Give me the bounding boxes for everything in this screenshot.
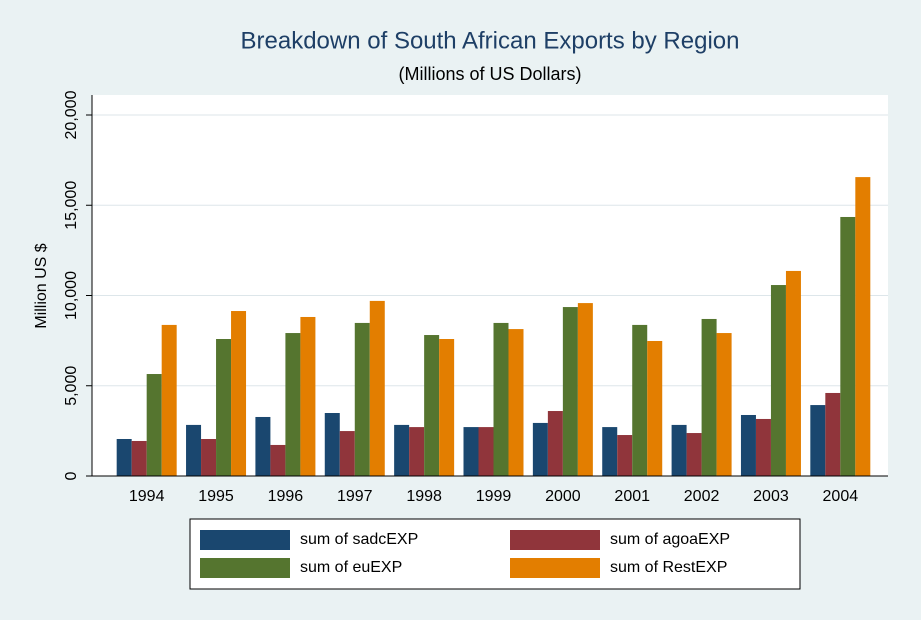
bar [116, 438, 132, 476]
legend-label: sum of RestEXP [610, 559, 727, 576]
legend-label: sum of sadcEXP [300, 531, 418, 548]
bar [131, 440, 147, 476]
bar [716, 333, 732, 476]
bar [146, 374, 162, 476]
x-tick-label: 1994 [129, 488, 165, 505]
bar [755, 418, 771, 476]
bar [394, 424, 410, 476]
bar [300, 316, 316, 476]
x-tick-label: 2003 [753, 488, 789, 505]
x-tick-label: 2004 [823, 488, 859, 505]
legend-swatch [200, 558, 290, 578]
bar [785, 270, 801, 476]
bar [508, 329, 524, 476]
bar [231, 311, 247, 476]
bar [285, 333, 301, 476]
plot-area [92, 95, 888, 476]
bar [439, 339, 455, 476]
bar [577, 303, 593, 476]
legend-swatch [510, 530, 600, 550]
plot: 0 5,000 10,000 15,000 20,000 1994 1995 1996 1997… [63, 90, 888, 505]
legend-swatch [200, 530, 290, 550]
bar [161, 324, 177, 476]
legend [189, 518, 801, 590]
bar [740, 414, 756, 476]
bar [671, 424, 687, 476]
bar [855, 177, 871, 477]
bar [810, 405, 826, 476]
bar [216, 339, 232, 476]
bar [647, 340, 663, 476]
bar [186, 424, 202, 476]
bar [617, 435, 633, 476]
legend-label: sum of euEXP [300, 559, 402, 576]
y-tick-label: 0 [63, 471, 80, 480]
bar [255, 416, 271, 476]
y-tick-label: 5,000 [63, 366, 80, 406]
bar [478, 427, 494, 476]
x-tick-label: 1995 [198, 488, 234, 505]
y-tick-label: 10,000 [63, 271, 80, 320]
chart-title: Breakdown of South African Exports by Re… [241, 27, 740, 54]
x-tick-label: 2001 [614, 488, 650, 505]
legend-label: sum of agoaEXP [610, 531, 730, 548]
bar [354, 322, 370, 476]
bar [270, 444, 286, 476]
x-tick-label: 1997 [337, 488, 373, 505]
bar [493, 322, 509, 476]
y-tick-label: 20,000 [63, 90, 80, 139]
bar [409, 427, 425, 476]
y-axis-label: Million US $ [33, 243, 50, 328]
y-tick-label: 15,000 [63, 181, 80, 230]
bar [686, 433, 702, 476]
bar [770, 285, 786, 476]
legend-swatch [510, 558, 600, 578]
bar [562, 307, 578, 476]
bar [424, 335, 440, 476]
bar [701, 318, 717, 476]
bar [201, 438, 217, 476]
bar [532, 422, 548, 476]
bar [602, 427, 618, 476]
bar [324, 413, 340, 476]
x-tick-label: 1998 [406, 488, 442, 505]
bar [632, 324, 648, 476]
bar [547, 411, 563, 476]
bar [840, 216, 856, 477]
bar [463, 427, 479, 476]
bar [339, 431, 355, 476]
x-tick-label: 1996 [268, 488, 304, 505]
bar [825, 392, 841, 476]
x-tick-label: 1999 [476, 488, 512, 505]
chart-subtitle: (Millions of US Dollars) [398, 64, 581, 84]
bar [369, 300, 385, 476]
x-tick-label: 2000 [545, 488, 581, 505]
x-tick-label: 2002 [684, 488, 720, 505]
